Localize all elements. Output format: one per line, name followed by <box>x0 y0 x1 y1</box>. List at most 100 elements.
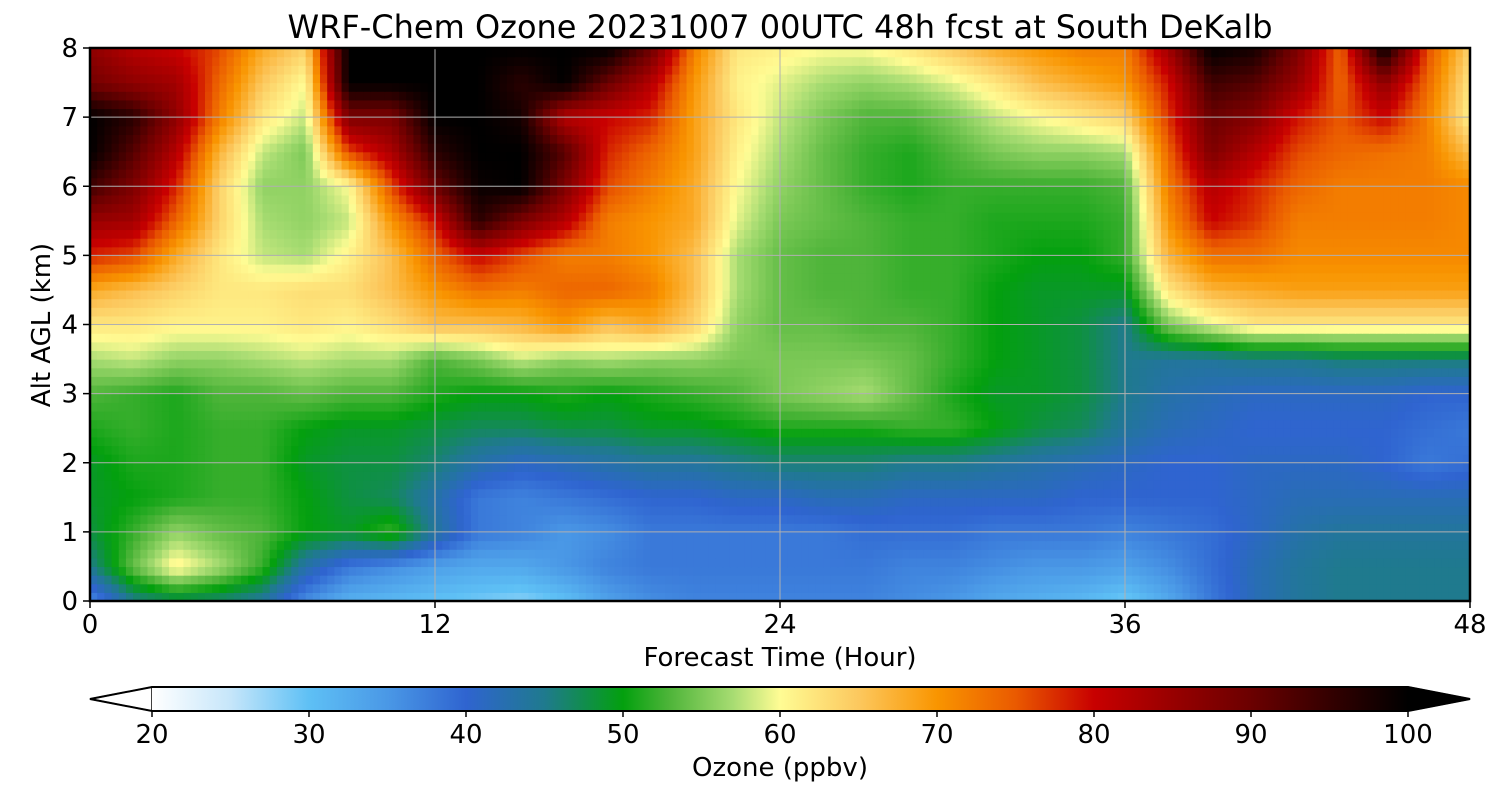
heatmap-cell <box>528 454 537 464</box>
heatmap-cell <box>442 540 450 550</box>
heatmap-cell <box>1168 436 1176 447</box>
heatmap-cell <box>1010 540 1018 550</box>
heatmap-cell <box>1405 384 1414 395</box>
heatmap-cell <box>988 488 997 498</box>
heatmap-cell <box>722 497 731 507</box>
heatmap-cell <box>1240 428 1248 438</box>
heatmap-cell <box>988 480 997 490</box>
heatmap-cell <box>930 540 939 550</box>
heatmap-cell <box>1067 523 1076 533</box>
heatmap-cell <box>1067 514 1076 524</box>
heatmap-cell <box>1089 445 1097 455</box>
heatmap-cell <box>873 445 882 455</box>
heatmap-cell <box>1125 557 1133 568</box>
heatmap-cell <box>377 471 386 481</box>
heatmap-cell <box>1053 462 1061 472</box>
heatmap-cell <box>830 514 839 524</box>
heatmap-cell <box>442 531 450 542</box>
heatmap-cell <box>341 393 350 403</box>
heatmap-cell <box>118 488 127 498</box>
heatmap-cell <box>1319 497 1327 507</box>
heatmap-cell <box>442 566 450 576</box>
heatmap-cell <box>291 540 300 550</box>
heatmap-cell <box>1441 497 1450 507</box>
heatmap-cell <box>219 488 228 498</box>
heatmap-cell <box>1275 402 1284 412</box>
heatmap-cell <box>1254 488 1263 498</box>
heatmap-cell <box>823 393 831 403</box>
heatmap-cell <box>1175 445 1184 455</box>
heatmap-cell <box>880 393 889 403</box>
heatmap-cell <box>643 505 652 516</box>
heatmap-cell <box>636 575 645 585</box>
heatmap-cell <box>1038 480 1047 490</box>
heatmap-cell <box>1275 462 1284 472</box>
heatmap-cell <box>1103 480 1112 490</box>
heatmap-cell <box>154 419 163 429</box>
heatmap-cell <box>1225 454 1234 464</box>
heatmap-cell <box>435 454 443 464</box>
heatmap-cell <box>686 454 695 464</box>
heatmap-cell <box>1297 436 1306 447</box>
heatmap-cell <box>1340 592 1349 601</box>
heatmap-cell <box>1275 540 1284 550</box>
heatmap-cell <box>169 402 177 412</box>
heatmap-cell <box>593 505 601 516</box>
heatmap-cell <box>1081 462 1090 472</box>
heatmap-cell <box>708 557 716 568</box>
heatmap-cell <box>1139 402 1148 412</box>
heatmap-cell <box>1067 402 1076 412</box>
heatmap-cell <box>564 393 573 403</box>
heatmap-cell <box>1081 393 1090 403</box>
heatmap-cell <box>715 549 724 559</box>
heatmap-cell <box>1232 557 1241 568</box>
heatmap-cell <box>765 575 774 585</box>
heatmap-cell <box>1139 575 1148 585</box>
heatmap-cell <box>700 531 709 542</box>
heatmap-cell <box>952 419 961 429</box>
heatmap-cell <box>1261 410 1270 421</box>
heatmap-cell <box>492 384 501 395</box>
heatmap-cell <box>607 376 616 386</box>
heatmap-cell <box>154 549 163 559</box>
heatmap-cell <box>923 505 932 516</box>
heatmap-cell <box>1247 393 1255 403</box>
heatmap-cell <box>1376 549 1385 559</box>
heatmap-cell <box>815 523 824 533</box>
heatmap-cell <box>959 497 968 507</box>
heatmap-cell <box>1254 497 1263 507</box>
heatmap-cell <box>1462 402 1470 412</box>
heatmap-cell <box>269 376 278 386</box>
heatmap-cell <box>585 376 594 386</box>
heatmap-cell <box>1383 428 1392 438</box>
heatmap-cell <box>133 454 141 464</box>
heatmap-cell <box>1160 419 1169 429</box>
heatmap-cell <box>636 454 645 464</box>
heatmap-cell <box>859 454 867 464</box>
heatmap-cell <box>614 575 623 585</box>
heatmap-cell <box>1232 462 1241 472</box>
heatmap-cell <box>104 480 113 490</box>
heatmap-cell <box>1002 566 1011 576</box>
heatmap-cell <box>1434 592 1442 601</box>
heatmap-cell <box>1110 592 1119 601</box>
heatmap-cell <box>1010 410 1018 421</box>
heatmap-cell <box>355 514 364 524</box>
heatmap-cell <box>1405 514 1414 524</box>
heatmap-cell <box>176 549 185 559</box>
heatmap-cell <box>880 592 889 601</box>
heatmap-cell <box>1182 592 1191 601</box>
heatmap-cell <box>320 505 328 516</box>
heatmap-cell <box>665 384 673 395</box>
heatmap-cell <box>679 376 688 386</box>
heatmap-cell <box>154 462 163 472</box>
heatmap-cell <box>305 393 314 403</box>
heatmap-cell <box>1182 531 1191 542</box>
heatmap-cell <box>715 540 724 550</box>
heatmap-cell <box>1304 549 1313 559</box>
heatmap-cell <box>470 376 479 386</box>
heatmap-cell <box>585 454 594 464</box>
heatmap-cell <box>1311 583 1320 593</box>
heatmap-cell <box>1168 419 1176 429</box>
heatmap-cell <box>1434 531 1442 542</box>
